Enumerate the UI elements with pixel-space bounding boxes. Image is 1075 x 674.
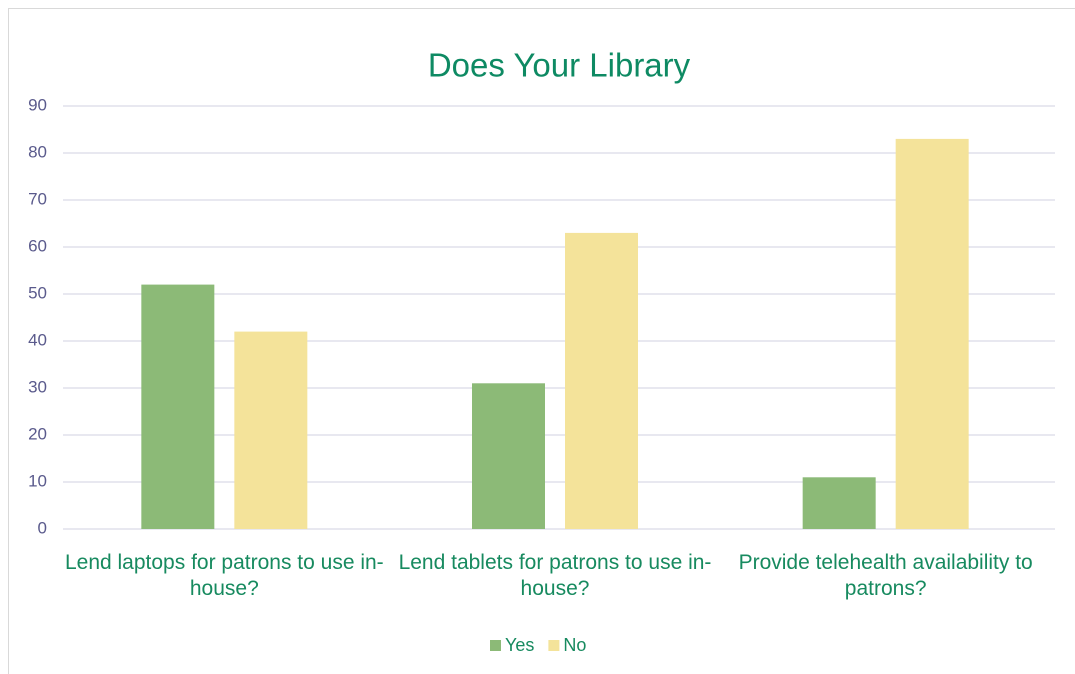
x-tick-label: Provide telehealth availability to patro… xyxy=(738,551,1033,600)
y-tick-label: 80 xyxy=(28,142,47,161)
bar xyxy=(895,138,969,529)
chart-title: Does Your Library xyxy=(428,47,691,84)
bar xyxy=(472,383,545,529)
legend-swatch xyxy=(490,640,501,651)
y-tick-label: 50 xyxy=(28,283,47,302)
chart-frame xyxy=(8,8,1075,674)
legend-label: Yes xyxy=(505,635,534,655)
bar xyxy=(234,331,308,529)
y-tick-label: 60 xyxy=(28,236,47,255)
y-tick-label: 30 xyxy=(28,377,47,396)
y-tick-label: 40 xyxy=(28,330,47,349)
y-tick-label: 0 xyxy=(38,518,47,537)
legend-swatch xyxy=(548,640,560,651)
bar xyxy=(565,232,638,529)
bar xyxy=(141,284,215,529)
y-tick-label: 90 xyxy=(28,95,47,114)
bar xyxy=(802,477,876,529)
x-tick-label: Lend laptops for patrons to use in-house… xyxy=(64,551,384,600)
y-tick-label: 70 xyxy=(28,189,47,208)
y-tick-label: 10 xyxy=(28,471,47,490)
x-tick-label: Lend tablets for patrons to use in-house… xyxy=(398,551,712,600)
legend-label: No xyxy=(563,635,586,655)
y-tick-label: 20 xyxy=(28,424,47,443)
